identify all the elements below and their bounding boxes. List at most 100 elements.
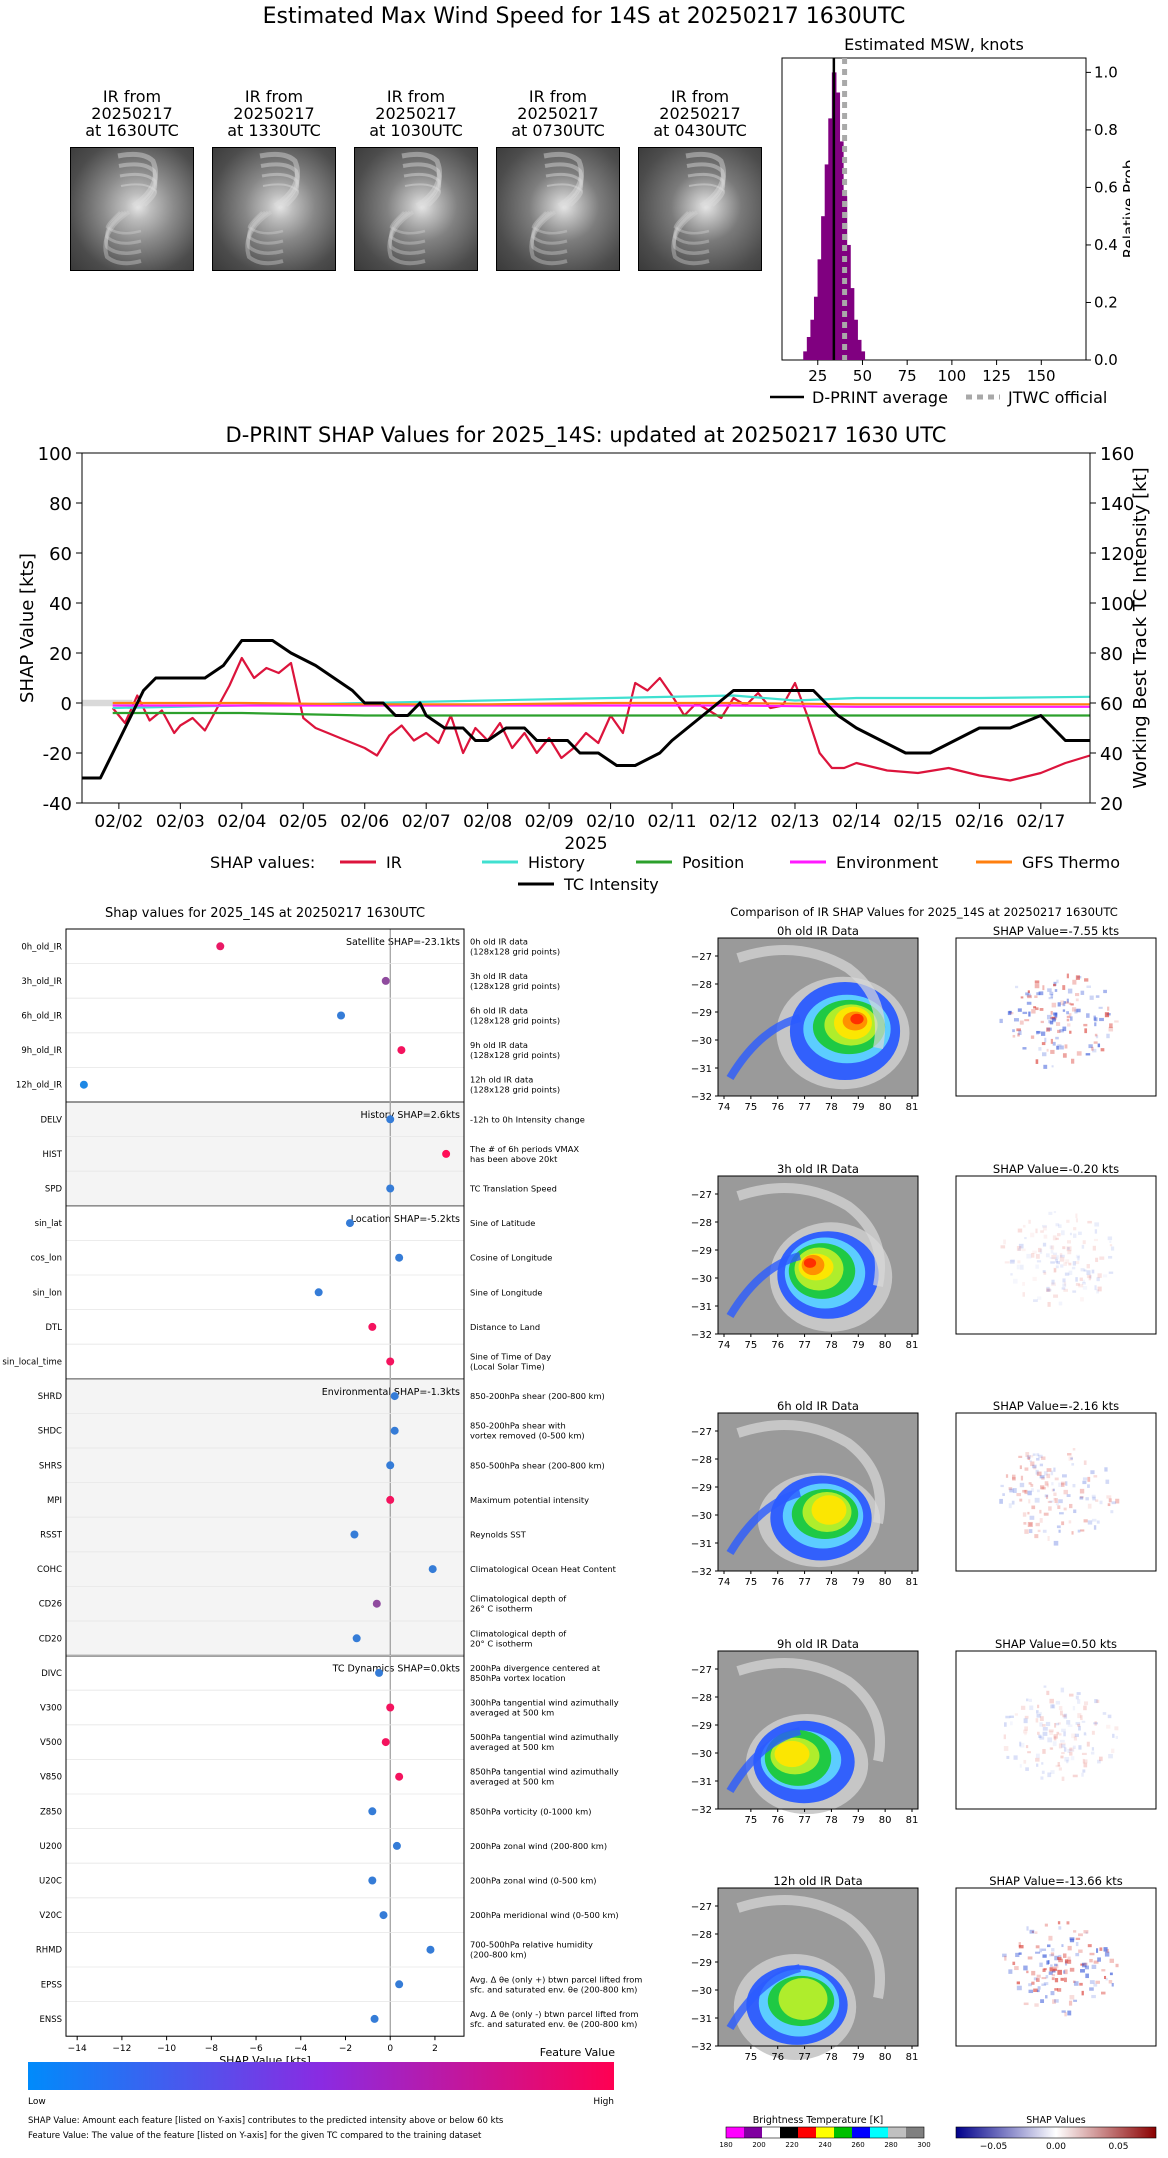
- x-tick-label: −4: [294, 2044, 308, 2054]
- shap-point: [350, 1530, 359, 1539]
- ir-x-tick-label: 81: [906, 1815, 919, 1826]
- legend-label: Position: [682, 853, 744, 872]
- shap-cell: [1060, 1000, 1065, 1005]
- shap-cell: [1035, 1059, 1039, 1064]
- shap-cell: [1061, 1944, 1064, 1948]
- shap-cell: [1012, 1488, 1017, 1494]
- bt-tick-label: 220: [785, 2141, 798, 2149]
- shap-cell: [1099, 1500, 1103, 1505]
- swirl-band: [105, 211, 142, 235]
- shap-cell: [1043, 1271, 1047, 1275]
- shap-cell: [1092, 1048, 1097, 1053]
- ir-x-tick-label: 75: [744, 1577, 757, 1588]
- shap-cell: [1094, 1033, 1098, 1037]
- swirl-band: [262, 183, 300, 207]
- shap-cell: [1050, 1016, 1056, 1020]
- ir-y-tick-label: −29: [691, 1958, 712, 1969]
- shap-cb-tick-label: −0.05: [980, 2142, 1008, 2152]
- msw-hist-bar: [803, 351, 808, 360]
- shap-cell: [1027, 1751, 1031, 1754]
- shap-cell: [1089, 1980, 1095, 1984]
- group-label: History SHAP=2.6kts: [361, 1110, 461, 1121]
- ir-y-tick-label: −28: [691, 980, 712, 991]
- ir-x-tick-label: 77: [798, 1102, 811, 1113]
- feature-description: Avg. Δ θe (only +) btwn parcel lifted fr…: [470, 1974, 642, 1984]
- shap-cell: [1051, 1488, 1055, 1492]
- shap-cell: [1083, 1023, 1088, 1027]
- shap-cell: [1028, 1522, 1033, 1526]
- shap-point: [381, 976, 390, 985]
- swirl-band: [119, 172, 158, 208]
- ts-y-tick-label: -20: [43, 744, 72, 765]
- shap-cell: [1020, 1475, 1024, 1481]
- shap-cell: [1088, 1275, 1092, 1281]
- shap-cell: [1060, 1977, 1064, 1981]
- ir-image: [718, 1176, 918, 1334]
- shap-cell: [1047, 988, 1052, 992]
- shap-cell: [1039, 1722, 1043, 1727]
- shap-cell: [1082, 1477, 1088, 1481]
- shap-cell: [1070, 1003, 1074, 1006]
- msw-x-tick-label: 50: [853, 367, 872, 385]
- shap-point: [79, 1080, 88, 1089]
- shap-cell: [1042, 1529, 1047, 1533]
- feature-description: 500hPa tangential wind azimuthally: [470, 1732, 619, 1742]
- shap-cell: [1027, 1490, 1032, 1496]
- shap-cell: [1086, 1741, 1090, 1747]
- msw-hist-bar: [856, 339, 862, 360]
- shap-cell: [1067, 1250, 1072, 1255]
- shap-panel-title: SHAP Value=-2.16 kts: [993, 1399, 1119, 1413]
- shap-cell: [1025, 992, 1030, 996]
- ir-y-tick-label: −27: [691, 1665, 712, 1676]
- ir-spiral-band: [726, 1252, 802, 1319]
- shap-cell: [1008, 1010, 1012, 1014]
- swirl-band: [389, 210, 426, 245]
- bt-tick-label: 300: [917, 2141, 930, 2149]
- shap-cell: [1076, 1692, 1081, 1695]
- shap-cell: [1038, 1734, 1042, 1738]
- ir-frame: [717, 1412, 919, 1572]
- shap-cell: [1053, 1294, 1059, 1298]
- shap-cell: [1075, 1218, 1078, 1223]
- msw-x-tick-label: 25: [808, 367, 827, 385]
- shap-cell: [1029, 1515, 1035, 1520]
- shap-cell: [1056, 1261, 1060, 1265]
- shap-cell: [1071, 1463, 1075, 1466]
- shap-cell: [1028, 1219, 1031, 1224]
- shap-cell: [1066, 1219, 1070, 1223]
- shap-cell: [1058, 1482, 1063, 1487]
- bt-colorbar-segment: [852, 2127, 870, 2138]
- ir-y-tick-label: −31: [691, 1777, 712, 1788]
- shap-cell: [1046, 1288, 1051, 1292]
- swirl-band: [389, 211, 426, 235]
- shap-cell: [1059, 1254, 1065, 1258]
- shap-cell: [1023, 1965, 1028, 1971]
- ir-y-tick-label: −27: [691, 1427, 712, 1438]
- shap-cell: [1052, 1999, 1056, 2004]
- shap-cell: [1111, 1982, 1114, 1987]
- shap-cell: [1026, 1698, 1029, 1702]
- shap-point: [390, 1392, 399, 1401]
- shap-point: [386, 1357, 395, 1366]
- shap-cell: [1042, 1226, 1047, 1231]
- shap-cell: [1072, 1483, 1076, 1488]
- shap-cell: [1045, 1975, 1049, 1979]
- shap-cell: [1019, 1498, 1023, 1502]
- shap-cell: [1013, 1018, 1019, 1022]
- ir-contour: [803, 1258, 817, 1268]
- shap-cell: [1024, 1489, 1028, 1495]
- ir-thumb-caption: IR from 20250217 at 0430UTC: [635, 88, 765, 139]
- shap-cell: [1089, 1987, 1094, 1991]
- ir-spiral-band: [726, 1489, 802, 1556]
- shap-cell: [1099, 1947, 1103, 1951]
- shap-cell: [1062, 1970, 1066, 1974]
- ts-y-tick-label: 80: [49, 494, 72, 515]
- shap-cell: [1096, 1277, 1100, 1282]
- swirl-band: [104, 210, 142, 255]
- msw-hist-bar: [853, 319, 858, 360]
- shap-cell: [1054, 989, 1058, 992]
- shap-cell: [1066, 1759, 1069, 1764]
- shap-cell: [1052, 1041, 1056, 1046]
- ir-panel-title: 9h old IR Data: [777, 1637, 859, 1651]
- shap-cell: [1011, 1474, 1016, 1480]
